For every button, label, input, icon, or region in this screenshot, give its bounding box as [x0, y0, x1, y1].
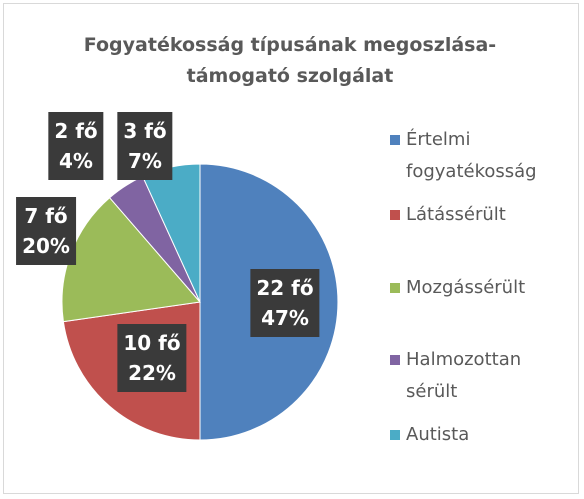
data-label-count: 7 fő — [24, 204, 68, 228]
data-label: 10 fő 22% — [117, 324, 187, 392]
legend-swatch — [390, 355, 400, 365]
legend-label: Látássérült — [406, 204, 506, 225]
data-label-percent: 22% — [128, 361, 176, 385]
legend-entry: Értelmi fogyatékosság — [390, 124, 566, 188]
legend-label: Autista — [406, 424, 470, 445]
data-label: 22 fő 47% — [250, 269, 320, 337]
data-label-percent: 4% — [59, 149, 93, 173]
data-label: 7 fő 20% — [16, 197, 76, 265]
legend-entry: Halmozottan sérült — [390, 344, 521, 408]
legend-swatch — [390, 135, 400, 145]
data-label-percent: 7% — [128, 149, 162, 173]
data-label-count: 2 fő — [54, 119, 98, 143]
legend-swatch — [390, 430, 400, 440]
legend-label: Értelmi fogyatékosság — [406, 129, 537, 182]
legend-swatch — [390, 210, 400, 220]
legend-label: Mozgássérült — [406, 277, 526, 298]
chart-title: Fogyatékosság típusának megoszlása-támog… — [83, 34, 497, 87]
data-label-count: 10 fő — [123, 331, 181, 355]
data-label: 2 fő 4% — [48, 112, 104, 180]
legend-entry: Látássérült — [390, 199, 566, 231]
data-label-percent: 47% — [261, 306, 309, 330]
data-label-count: 3 fő — [123, 119, 167, 143]
legend-entry: Autista — [390, 419, 566, 451]
data-label-count: 22 fő — [256, 276, 314, 300]
data-label: 3 fő 7% — [117, 112, 173, 180]
legend-entry: Mozgássérült — [390, 272, 566, 304]
legend-swatch — [390, 283, 400, 293]
legend-label: Halmozottan sérült — [406, 349, 522, 402]
chart-frame — [3, 3, 579, 494]
data-label-percent: 20% — [22, 234, 70, 258]
